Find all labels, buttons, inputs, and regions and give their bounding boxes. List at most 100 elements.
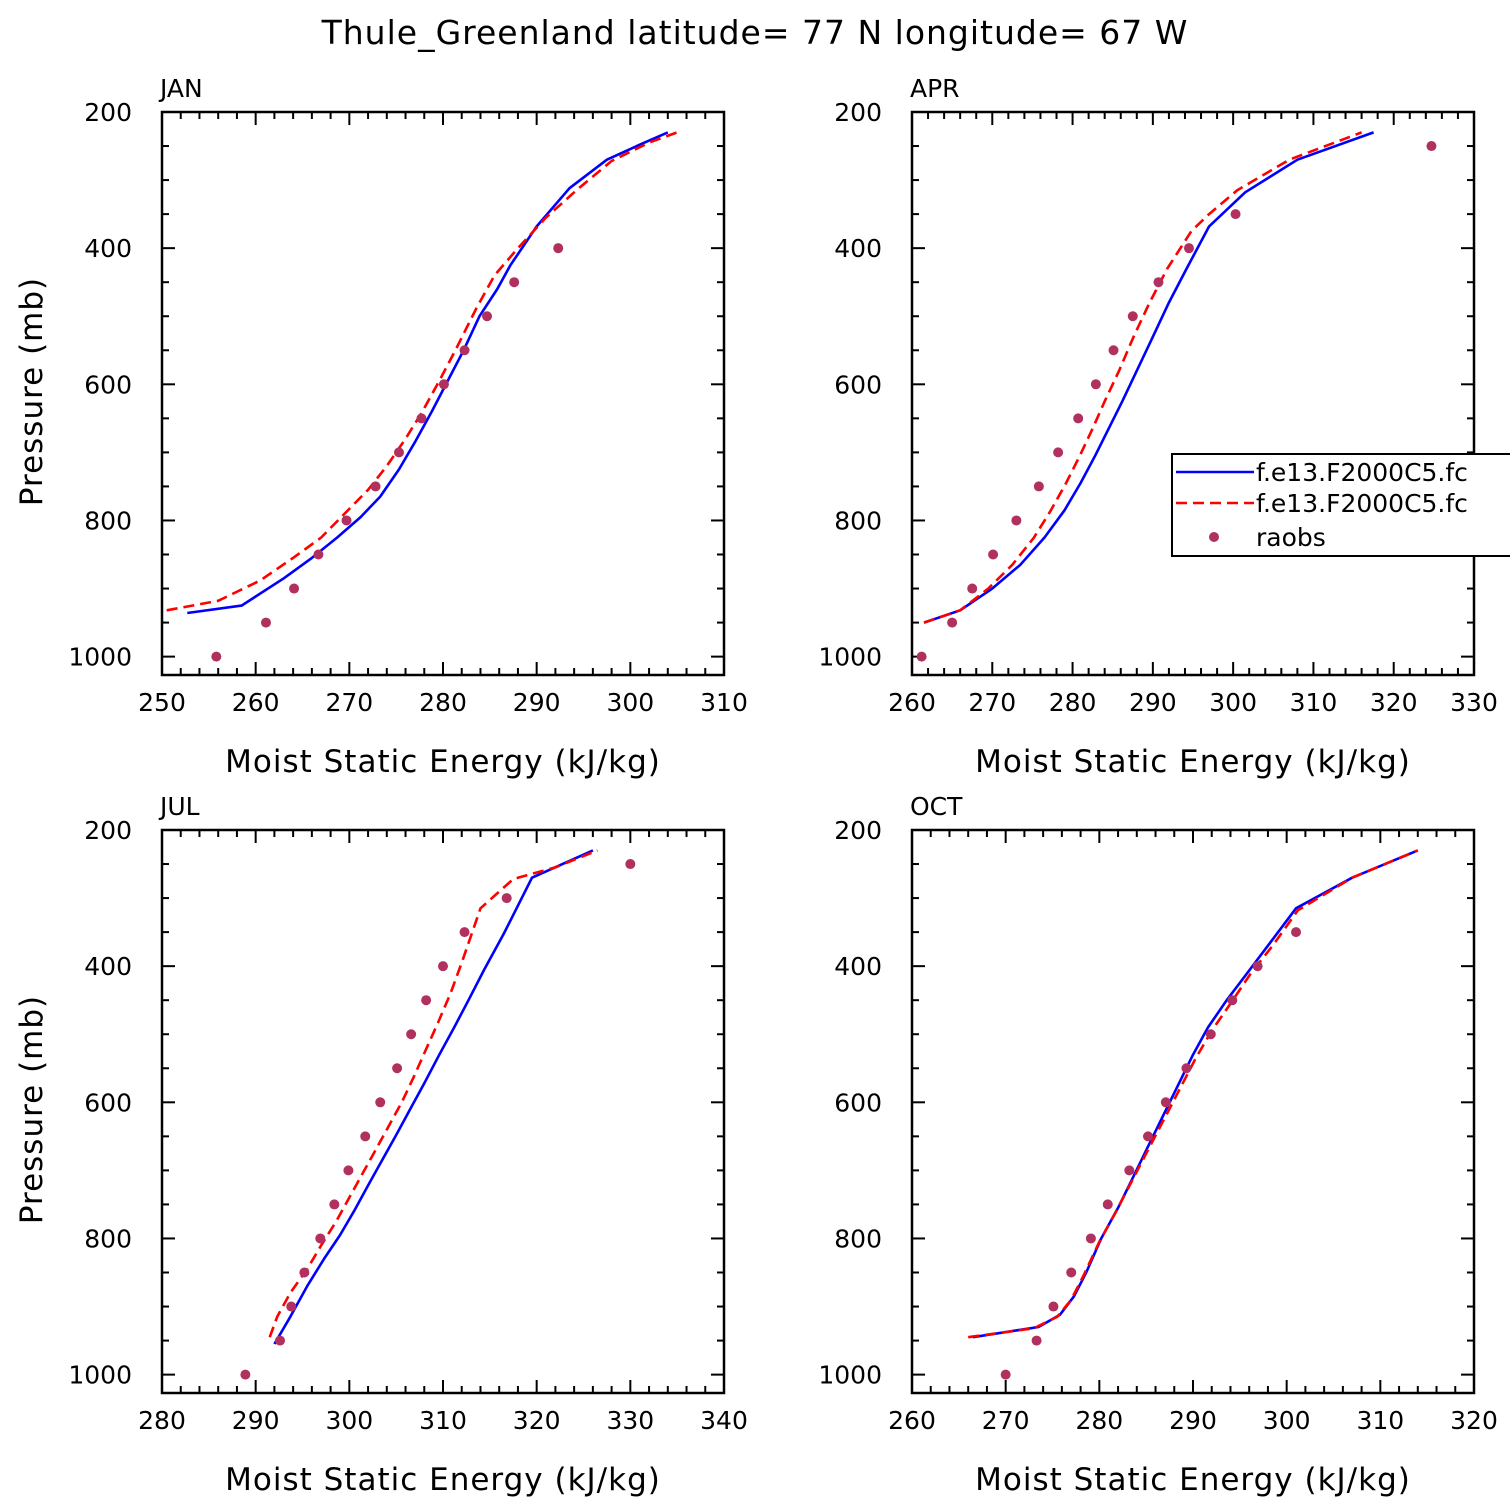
raobs-point — [1073, 413, 1084, 424]
panel-label: APR — [910, 74, 960, 103]
x-tick-label: 310 — [419, 1406, 467, 1435]
x-tick-label: 260 — [888, 688, 936, 717]
raobs-point — [240, 1369, 251, 1380]
model-line-dashed — [968, 849, 1419, 1339]
raobs-point — [1127, 311, 1138, 322]
x-tick-label: 330 — [606, 1406, 654, 1435]
raobs-point — [988, 549, 999, 560]
x-tick-label: 320 — [1370, 688, 1418, 717]
raobs-point — [459, 345, 470, 356]
legend-label: f.e13.F2000C5.fc — [1256, 458, 1468, 487]
x-tick-label: 310 — [1356, 1406, 1404, 1435]
raobs-point — [947, 617, 958, 628]
y-axis-label: Pressure (mb) — [14, 277, 50, 506]
raobs-point — [370, 481, 381, 492]
legend-label: f.e13.F2000C5.fc — [1256, 489, 1468, 518]
model-line-solid — [923, 131, 1375, 624]
raobs-point — [329, 1199, 340, 1210]
y-tick-label: 200 — [834, 98, 882, 127]
x-axis-label: Moist Static Energy (kJ/kg) — [975, 744, 1411, 780]
y-tick-label: 600 — [834, 1088, 882, 1117]
plot-frame — [160, 828, 726, 1395]
raobs-point — [1108, 345, 1119, 356]
raobs-point — [438, 379, 449, 390]
raobs-point — [482, 311, 493, 322]
plot-frame — [160, 110, 726, 677]
series-group — [166, 131, 678, 615]
x-tick-label: 310 — [1290, 688, 1338, 717]
plot-frame — [910, 110, 1476, 677]
y-tick-label: 800 — [834, 1224, 882, 1253]
raobs-point — [299, 1267, 310, 1278]
raobs-point — [343, 1165, 354, 1176]
x-tick-label: 260 — [888, 1406, 936, 1435]
y-axis-label: Pressure (mb) — [14, 995, 50, 1224]
raobs-point — [341, 515, 352, 526]
panel-label: OCT — [910, 792, 963, 821]
series-group — [268, 849, 598, 1345]
raobs-point — [375, 1097, 386, 1108]
raobs-point — [1090, 379, 1101, 390]
raobs-point — [1102, 1199, 1113, 1210]
x-axis-label: Moist Static Energy (kJ/kg) — [225, 1462, 661, 1498]
panel-jul: JUL 280 290 300 310 320 330 340 200 400 600 800 1000… — [14, 792, 748, 1498]
y-tick-label: 800 — [84, 506, 132, 535]
y-tick-label: 200 — [84, 816, 132, 845]
raobs-point — [967, 583, 978, 594]
raobs-point — [360, 1131, 371, 1142]
raobs-point — [1205, 1029, 1216, 1040]
raobs-point — [1181, 1063, 1192, 1074]
raobs-point — [289, 583, 300, 594]
raobs-point — [438, 961, 448, 972]
model-line-solid — [187, 131, 669, 615]
panels: JAN 250 260 270 280 290 300 310 200 400 600 800 1000… — [14, 74, 1498, 1498]
x-tick-label: 330 — [1450, 688, 1498, 717]
raobs-point — [1124, 1165, 1135, 1176]
series-group — [923, 131, 1375, 624]
y-tick-label: 600 — [84, 370, 132, 399]
x-tick-label: 280 — [138, 1406, 186, 1435]
y-tick-label: 1000 — [818, 643, 882, 672]
raobs-point — [421, 995, 432, 1006]
x-tick-label: 300 — [606, 688, 654, 717]
raobs-point — [1000, 1369, 1011, 1380]
x-tick-label: 280 — [1075, 1406, 1123, 1435]
x-tick-label: 300 — [325, 1406, 373, 1435]
y-tick-label: 1000 — [68, 1361, 132, 1390]
panel-oct: OCT 260 270 280 290 300 310 320 200 400 600 800 1000… — [818, 792, 1497, 1498]
raobs-point — [509, 277, 520, 288]
legend-label: raobs — [1256, 523, 1326, 552]
raobs-point — [1227, 995, 1238, 1006]
x-tick-label: 250 — [138, 688, 186, 717]
raobs-point — [1160, 1097, 1171, 1108]
x-tick-label: 320 — [1450, 1406, 1498, 1435]
x-tick-label: 310 — [700, 688, 748, 717]
raobs-point — [916, 651, 927, 662]
y-tick-label: 800 — [84, 1224, 132, 1253]
raobs-point — [260, 617, 271, 628]
raobs-point — [1252, 961, 1263, 972]
raobs-point — [501, 893, 512, 904]
y-tick-label: 200 — [84, 98, 132, 127]
x-tick-label: 300 — [1263, 1406, 1311, 1435]
x-tick-label: 290 — [1169, 1406, 1217, 1435]
model-line-solid — [273, 849, 594, 1345]
x-tick-label: 320 — [513, 1406, 561, 1435]
model-line-dashed — [166, 131, 678, 612]
raobs-point — [1143, 1131, 1154, 1142]
x-tick-label: 290 — [232, 1406, 280, 1435]
y-tick-label: 400 — [84, 234, 132, 263]
panel-jan: JAN 250 260 270 280 290 300 310 200 400 600 800 1000… — [14, 74, 748, 780]
x-axis-label: Moist Static Energy (kJ/kg) — [975, 1462, 1411, 1498]
model-line-solid — [972, 849, 1419, 1339]
x-tick-label: 280 — [1049, 688, 1097, 717]
x-tick-label: 290 — [1129, 688, 1177, 717]
raobs-point — [1230, 209, 1241, 220]
x-tick-label: 260 — [232, 688, 280, 717]
figure-title: Thule_Greenland latitude= 77 N longitude… — [321, 13, 1189, 52]
x-tick-label: 280 — [419, 688, 467, 717]
x-axis-label: Moist Static Energy (kJ/kg) — [225, 744, 661, 780]
y-tick-label: 1000 — [818, 1361, 882, 1390]
raobs-point — [393, 447, 404, 458]
